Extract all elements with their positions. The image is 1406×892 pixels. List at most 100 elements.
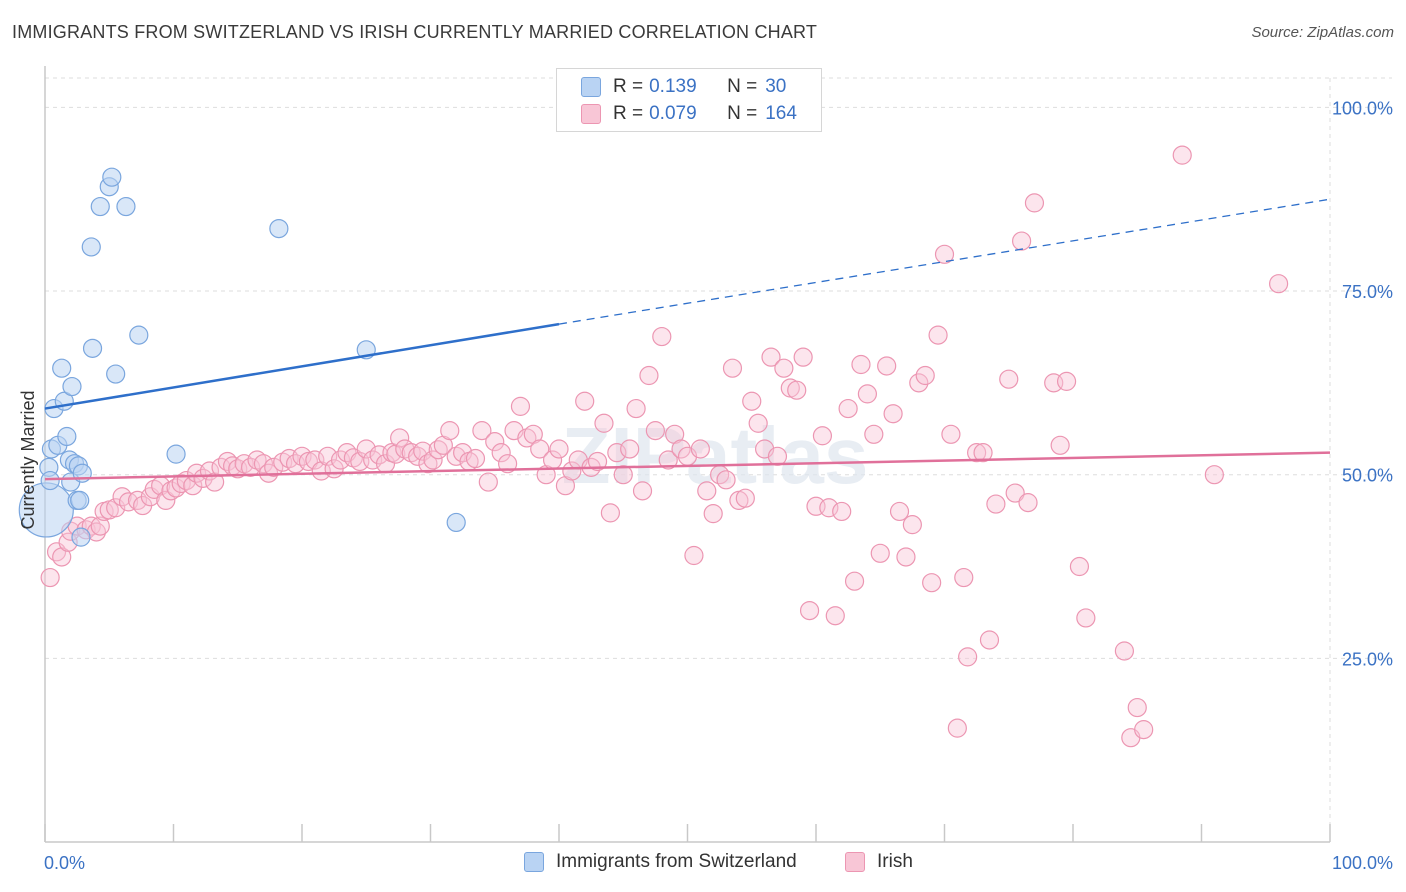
point-irish	[1018, 493, 1038, 513]
point-irish	[491, 443, 511, 463]
point-irish	[485, 432, 505, 452]
point-irish	[1268, 274, 1289, 294]
point-irish	[684, 545, 704, 566]
point-irish	[819, 498, 839, 518]
point-irish	[722, 358, 743, 378]
point-irish	[652, 326, 672, 347]
point-irish	[1056, 371, 1077, 391]
point-irish	[748, 413, 768, 433]
point-irish	[825, 606, 845, 626]
point-switzerland	[116, 196, 136, 217]
point-irish	[127, 490, 148, 511]
point-switzerland	[166, 444, 186, 464]
point-irish	[1127, 697, 1147, 718]
point-irish	[1024, 193, 1045, 213]
point-switzerland	[269, 218, 289, 239]
point-irish	[909, 373, 929, 393]
point-irish	[902, 515, 922, 535]
point-switzerland	[62, 376, 82, 397]
legend-swatch-pink	[581, 104, 601, 124]
point-irish	[1172, 145, 1192, 165]
legend-item-irish[interactable]: Irish	[845, 851, 913, 873]
legend-swatch-pink	[845, 852, 865, 872]
point-switzerland	[90, 196, 110, 217]
series-immigrants-from-switzerland	[18, 167, 466, 547]
legend-item-switzerland[interactable]: Immigrants from Switzerland	[524, 851, 797, 873]
trendline-irish	[44, 451, 1331, 481]
point-irish	[883, 404, 903, 424]
point-irish	[761, 347, 781, 367]
tick-labels: 25.0% 50.0% 75.0% 100.0% 0.0% 100.0% Currently…	[18, 98, 1393, 873]
point-irish	[864, 424, 884, 444]
series-legend: Immigrants from Switzerland Irish	[0, 851, 1406, 877]
point-irish	[418, 454, 438, 474]
point-irish	[40, 567, 60, 588]
point-irish	[1069, 556, 1090, 577]
point-irish	[799, 600, 820, 621]
point-irish	[973, 443, 993, 463]
point-switzerland	[57, 426, 77, 447]
legend-swatch-blue	[581, 77, 601, 97]
point-irish	[390, 428, 410, 448]
point-irish	[517, 428, 537, 448]
point-irish	[90, 516, 110, 536]
point-irish	[298, 451, 319, 472]
point-irish	[562, 461, 582, 481]
point-irish	[510, 396, 531, 416]
series-irish	[40, 145, 1289, 748]
y-tick-label: 25.0%	[1342, 649, 1393, 669]
point-irish	[408, 446, 428, 466]
point-switzerland	[129, 325, 149, 345]
point-irish	[171, 473, 191, 494]
point-irish	[877, 356, 897, 376]
point-irish	[478, 472, 498, 492]
n-label: N =	[727, 103, 758, 124]
point-irish	[440, 421, 460, 441]
point-irish	[1204, 465, 1224, 485]
point-irish	[600, 503, 621, 523]
point-switzerland	[81, 237, 101, 257]
point-irish	[999, 369, 1019, 389]
point-irish	[832, 501, 852, 522]
y-tick-label: 75.0%	[1342, 282, 1393, 302]
point-irish	[626, 398, 646, 419]
x-tick-label-min: 0.0%	[44, 853, 85, 873]
point-irish	[386, 444, 406, 464]
point-irish	[787, 380, 807, 400]
point-irish	[690, 439, 710, 459]
point-irish	[264, 457, 284, 477]
point-irish	[613, 465, 633, 485]
y-tick-label: 100.0%	[1332, 98, 1393, 118]
r-value: 0.139	[649, 76, 697, 97]
legend-label: Irish	[877, 851, 913, 872]
point-irish	[465, 448, 486, 469]
y-tick-label: 50.0%	[1342, 466, 1393, 486]
stats-row-switzerland: R = 0.139 N = 30	[581, 75, 786, 99]
point-irish	[498, 454, 518, 474]
point-irish	[318, 446, 338, 466]
point-irish	[144, 479, 164, 499]
point-irish	[774, 358, 794, 378]
point-irish	[967, 443, 987, 463]
point-switzerland	[70, 490, 90, 511]
point-irish	[253, 454, 274, 474]
point-irish	[889, 501, 910, 522]
point-irish	[193, 468, 213, 488]
point-switzerland	[71, 527, 91, 547]
legend-label: Immigrants from Switzerland	[556, 851, 797, 872]
point-irish	[530, 439, 550, 459]
point-switzerland	[102, 167, 122, 187]
point-irish	[1114, 641, 1135, 661]
legend-swatch-blue	[524, 852, 544, 872]
point-switzerland	[106, 364, 126, 384]
point-irish	[703, 504, 723, 524]
point-irish	[958, 647, 978, 667]
stats-legend: R = 0.139 N = 30 R = 0.079 N = 164	[556, 68, 822, 132]
point-irish	[767, 446, 788, 466]
point-irish	[247, 450, 267, 470]
r-label: R =	[613, 103, 644, 124]
point-irish	[594, 413, 614, 433]
point-irish	[896, 547, 916, 567]
point-irish	[639, 365, 659, 386]
point-switzerland	[446, 512, 466, 533]
